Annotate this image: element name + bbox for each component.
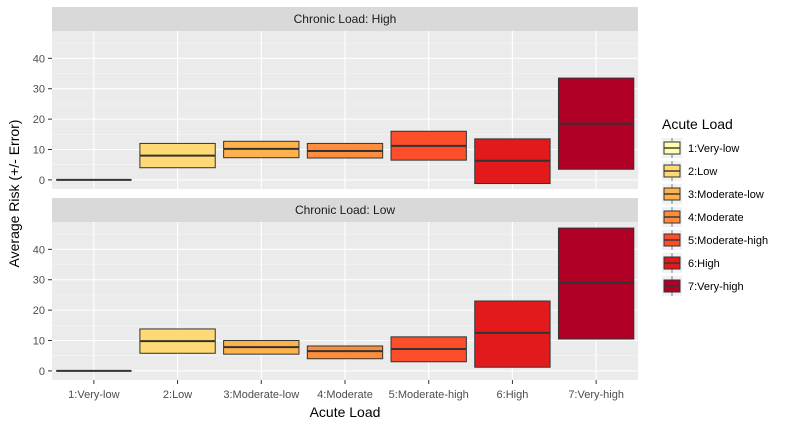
legend-label: 3:Moderate-low: [688, 189, 764, 201]
legend-label: 4:Moderate: [688, 212, 744, 224]
x-tick-label: 6:High: [497, 389, 529, 401]
y-tick-label: 40: [33, 244, 45, 256]
y-tick-label: 30: [33, 84, 45, 96]
legend-label: 1:Very-low: [688, 143, 739, 155]
crossbar-4-moderate: [306, 142, 384, 159]
legend-item: 1:Very-low: [662, 138, 739, 158]
facet-strip-label: Chronic Load: Low: [295, 203, 395, 217]
panel-2: Chronic Load: Low 0 10 20 30 40: [33, 198, 638, 380]
legend-item: 2:Low: [662, 161, 717, 181]
crossbar-6-high: [474, 300, 551, 368]
legend-label: 6:High: [688, 258, 720, 270]
legend-item: 6:High: [662, 253, 720, 273]
legend-item: 7:Very-high: [662, 276, 744, 296]
legend-item: 3:Moderate-low: [662, 184, 764, 204]
legend-title: Acute Load: [662, 116, 733, 132]
y-tick-label: 30: [33, 275, 45, 287]
x-tick-label: 2:Low: [163, 389, 192, 401]
crossbar-7-very-high: [557, 227, 635, 340]
crossbar-6-high: [474, 138, 551, 185]
crossbar-3-moderate-low: [223, 140, 300, 159]
legend-label: 5:Moderate-high: [688, 235, 768, 247]
facet-strip: [52, 198, 638, 222]
y-tick-label: 40: [33, 53, 45, 65]
panel-1: Chronic Load: High 0 10 20 30 40: [33, 7, 638, 189]
x-tick-label: 7:Very-high: [568, 389, 624, 401]
facet-strip: [52, 7, 638, 31]
y-tick-label: 0: [39, 175, 45, 187]
x-tick-label: 5:Moderate-high: [389, 389, 469, 401]
legend-item: 5:Moderate-high: [662, 230, 768, 250]
y-tick-label: 20: [33, 305, 45, 317]
y-axis-title: Average Risk (+/- Error): [6, 120, 22, 268]
crossbar-box: [474, 300, 551, 368]
crossbar-4-moderate: [306, 345, 384, 360]
y-tick-label: 20: [33, 114, 45, 126]
crossbar-5-moderate-high: [390, 130, 467, 161]
crossbar-2-low: [139, 328, 216, 354]
y-tick-label: 0: [39, 366, 45, 378]
legend-label: 7:Very-high: [688, 281, 744, 293]
x-tick-label: 1:Very-low: [68, 389, 119, 401]
crossbar-box: [306, 345, 384, 360]
legend: Acute Load 1:Very-low 2:Low 3:Moderate-low…: [662, 116, 768, 296]
facet-strip-label: Chronic Load: High: [294, 12, 397, 26]
legend-item: 4:Moderate: [662, 207, 744, 227]
crossbar-2-low: [139, 142, 216, 169]
crossbar-3-moderate-low: [223, 340, 300, 355]
x-axis-title: Acute Load: [310, 404, 381, 420]
x-tick-label: 4:Moderate: [317, 389, 373, 401]
y-tick-label: 10: [33, 145, 45, 157]
legend-label: 2:Low: [688, 166, 717, 178]
crossbar-7-very-high: [557, 77, 635, 170]
x-tick-label: 3:Moderate-low: [223, 389, 299, 401]
y-tick-label: 10: [33, 336, 45, 348]
crossbar-5-moderate-high: [390, 336, 467, 363]
